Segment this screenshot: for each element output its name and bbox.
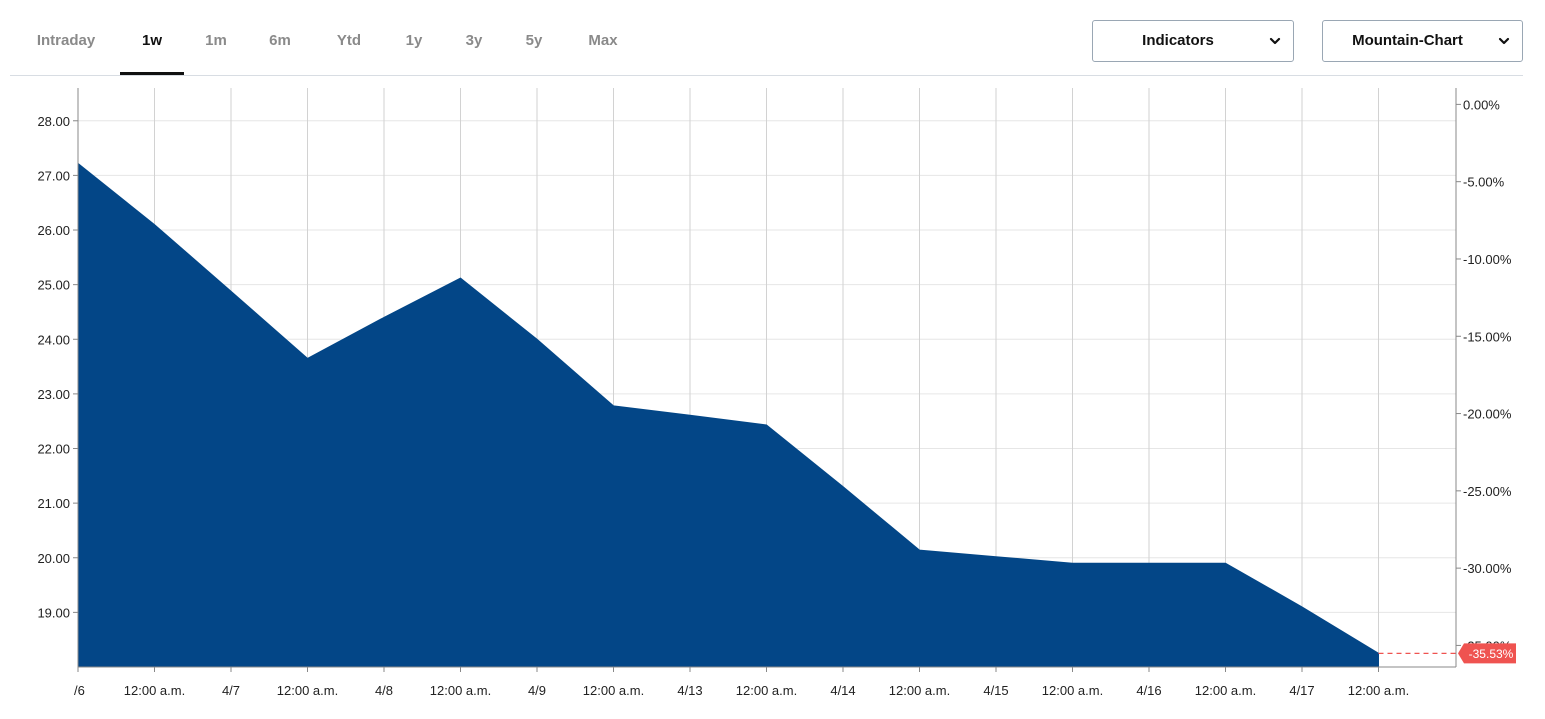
tab-6m[interactable]: 6m: [269, 32, 291, 49]
tab-1y[interactable]: 1y: [405, 32, 423, 49]
x-tick-label: 12:00 a.m.: [1195, 683, 1256, 698]
indicators-dropdown[interactable]: Indicators: [1092, 20, 1294, 62]
tab-intraday[interactable]: Intraday: [36, 32, 96, 49]
tab-1m[interactable]: 1m: [205, 32, 227, 49]
x-tick-label: 12:00 a.m.: [124, 683, 185, 698]
y-tick-label: 28.00: [37, 114, 70, 129]
x-tick-label: 4/17: [1289, 683, 1314, 698]
timeframe-tabs: Intraday 1w 1m 6m Ytd 1y 3y 5y Max: [0, 0, 700, 76]
x-tick-label: 4/15: [983, 683, 1008, 698]
last-change-badge-shape: [1458, 643, 1516, 664]
chart-type-label: Mountain-Chart: [1352, 32, 1463, 49]
chevron-down-icon: [1269, 37, 1281, 45]
y-tick-label: 24.00: [37, 332, 70, 347]
last-change-badge: -35.53%: [1378, 643, 1516, 664]
y-axis-labels: 28.00 27.00 26.00 25.00 24.00 23.00 22.00 21.00…: [37, 114, 70, 621]
y2-tick-label: -10.00%: [1463, 252, 1512, 267]
tab-3y[interactable]: 3y: [465, 32, 483, 49]
x-tick-label: 12:00 a.m.: [889, 683, 950, 698]
x-tick-label: 12:00 a.m.: [1348, 683, 1409, 698]
x-tick-label: 4/13: [677, 683, 702, 698]
y2-tick-label: -20.00%: [1463, 407, 1512, 422]
price-area: [77, 162, 1379, 668]
x-tick-label: 4/14: [830, 683, 855, 698]
x-tick-label: 4/9: [528, 683, 546, 698]
x-tick-label: 4/8: [375, 683, 393, 698]
x-tick-label: 12:00 a.m.: [430, 683, 491, 698]
tab-ytd[interactable]: Ytd: [336, 32, 362, 49]
y2-tick-label: 0.00%: [1463, 97, 1500, 112]
y-tick-label: 19.00: [37, 605, 70, 620]
x-axis-labels: /6 12:00 a.m. 4/7 12:00 a.m. 4/8 12:00 a.m. 4/…: [74, 683, 1409, 698]
y-tick-label: 22.00: [37, 442, 70, 457]
tab-5y[interactable]: 5y: [525, 32, 543, 49]
y2-axis-labels: 0.00% -5.00% -10.00% -15.00% -20.00% -25.00% -…: [1463, 97, 1512, 653]
y2-tick-label: -25.00%: [1463, 484, 1512, 499]
indicators-label: Indicators: [1142, 32, 1214, 49]
y-tick-label: 27.00: [37, 168, 70, 183]
y-tick-label: 25.00: [37, 278, 70, 293]
x-tick-label: 12:00 a.m.: [583, 683, 644, 698]
x-tick-label: /6: [74, 683, 85, 698]
tabs-divider: [10, 75, 1523, 76]
x-tick-label: 4/16: [1136, 683, 1161, 698]
x-tick-label: 4/7: [222, 683, 240, 698]
y2-tick-label: -30.00%: [1463, 561, 1512, 576]
chevron-down-icon: [1498, 37, 1510, 45]
y-tick-label: 26.00: [37, 223, 70, 238]
x-tick-label: 12:00 a.m.: [1042, 683, 1103, 698]
x-tick-label: 12:00 a.m.: [736, 683, 797, 698]
active-tab-indicator: [120, 72, 184, 75]
price-area-series: [77, 162, 1379, 668]
last-change-value: -35.53%: [1469, 647, 1514, 661]
y-tick-label: 20.00: [37, 551, 70, 566]
y2-tick-label: -15.00%: [1463, 329, 1512, 344]
y2-tick-label: -5.00%: [1463, 175, 1505, 190]
x-tick-label: 12:00 a.m.: [277, 683, 338, 698]
y-tick-label: 21.00: [37, 496, 70, 511]
chart-type-dropdown[interactable]: Mountain-Chart: [1322, 20, 1523, 62]
tab-max[interactable]: Max: [588, 32, 618, 49]
chart-axes: [73, 88, 1461, 672]
y-tick-label: 23.00: [37, 387, 70, 402]
tab-1w[interactable]: 1w: [141, 32, 162, 49]
